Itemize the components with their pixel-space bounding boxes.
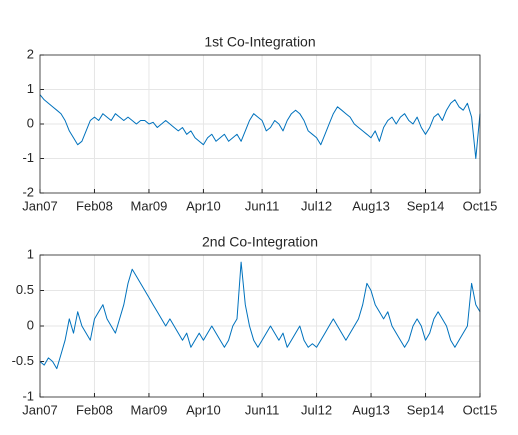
x-tick-label: Aug13	[352, 198, 390, 213]
x-tick-label: Sep14	[407, 198, 445, 213]
data-line	[39, 94, 481, 159]
x-tick-label: Mar09	[131, 402, 168, 417]
data-line	[39, 261, 481, 370]
y-tick-label: 0.5	[16, 282, 34, 297]
x-tick-label: Jul12	[301, 402, 332, 417]
x-tick-label: Sep14	[407, 402, 445, 417]
x-tick-label: Apr10	[186, 402, 221, 417]
x-tick-label: Apr10	[186, 198, 221, 213]
y-tick-label: -2	[22, 184, 34, 199]
x-tick-label: Aug13	[352, 402, 390, 417]
y-tick-label: -1	[22, 150, 34, 165]
y-tick-label: -0.5	[12, 353, 34, 368]
y-tick-label: -1	[22, 388, 34, 403]
y-tick-label: 1	[27, 246, 34, 261]
y-tick-label: 2	[27, 46, 34, 61]
chart-title: 1st Co-Integration	[204, 34, 315, 50]
y-tick-label: 0	[27, 115, 34, 130]
x-tick-label: Jan07	[22, 198, 57, 213]
x-tick-label: Jun11	[245, 402, 279, 417]
x-tick-label: Feb08	[76, 198, 113, 213]
chart-title: 2nd Co-Integration	[202, 234, 318, 250]
y-tick-label: 1	[27, 81, 34, 96]
x-tick-label: Jul12	[301, 198, 332, 213]
x-tick-label: Mar09	[131, 198, 168, 213]
x-tick-label: Jun11	[245, 198, 279, 213]
x-tick-label: Jan07	[22, 402, 57, 417]
x-tick-label: Oct15	[463, 198, 498, 213]
axes-box	[39, 254, 481, 398]
x-tick-label: Oct15	[463, 402, 498, 417]
axes-box	[39, 54, 481, 194]
x-tick-label: Feb08	[76, 402, 113, 417]
y-tick-label: 0	[27, 317, 34, 332]
